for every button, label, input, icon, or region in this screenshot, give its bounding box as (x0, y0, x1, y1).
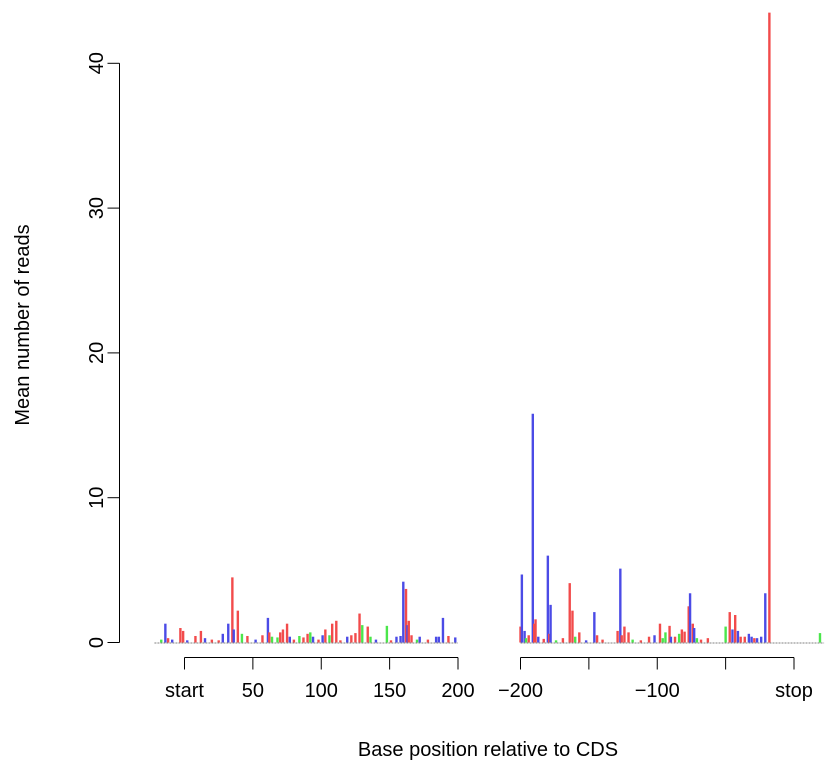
y-tick-label: 10 (86, 487, 108, 509)
y-tick-label: 20 (86, 342, 108, 364)
y-tick-label: 40 (86, 52, 108, 74)
x-tick-label: 100 (305, 680, 338, 702)
x-tick-label: stop (775, 680, 813, 702)
x-tick-label: 50 (242, 680, 264, 702)
x-axis-stop-panel: −200 −100 stop (498, 657, 813, 702)
x-tick-label: start (165, 680, 204, 702)
x-axis-start-panel: start 50 100 150 200 (165, 657, 475, 702)
x-tick-label: −100 (635, 680, 680, 702)
bar-series (154, 12, 825, 644)
x-tick-label: 200 (441, 680, 474, 702)
y-tick-label: 0 (86, 637, 108, 648)
x-tick-label: 150 (373, 680, 406, 702)
y-axis: 0 10 20 30 40 (86, 52, 120, 648)
y-axis-label: Mean number of reads (12, 224, 34, 425)
x-tick-label: −200 (498, 680, 543, 702)
y-tick-label: 30 (86, 197, 108, 219)
x-axis-label: Base position relative to CDS (358, 739, 618, 761)
